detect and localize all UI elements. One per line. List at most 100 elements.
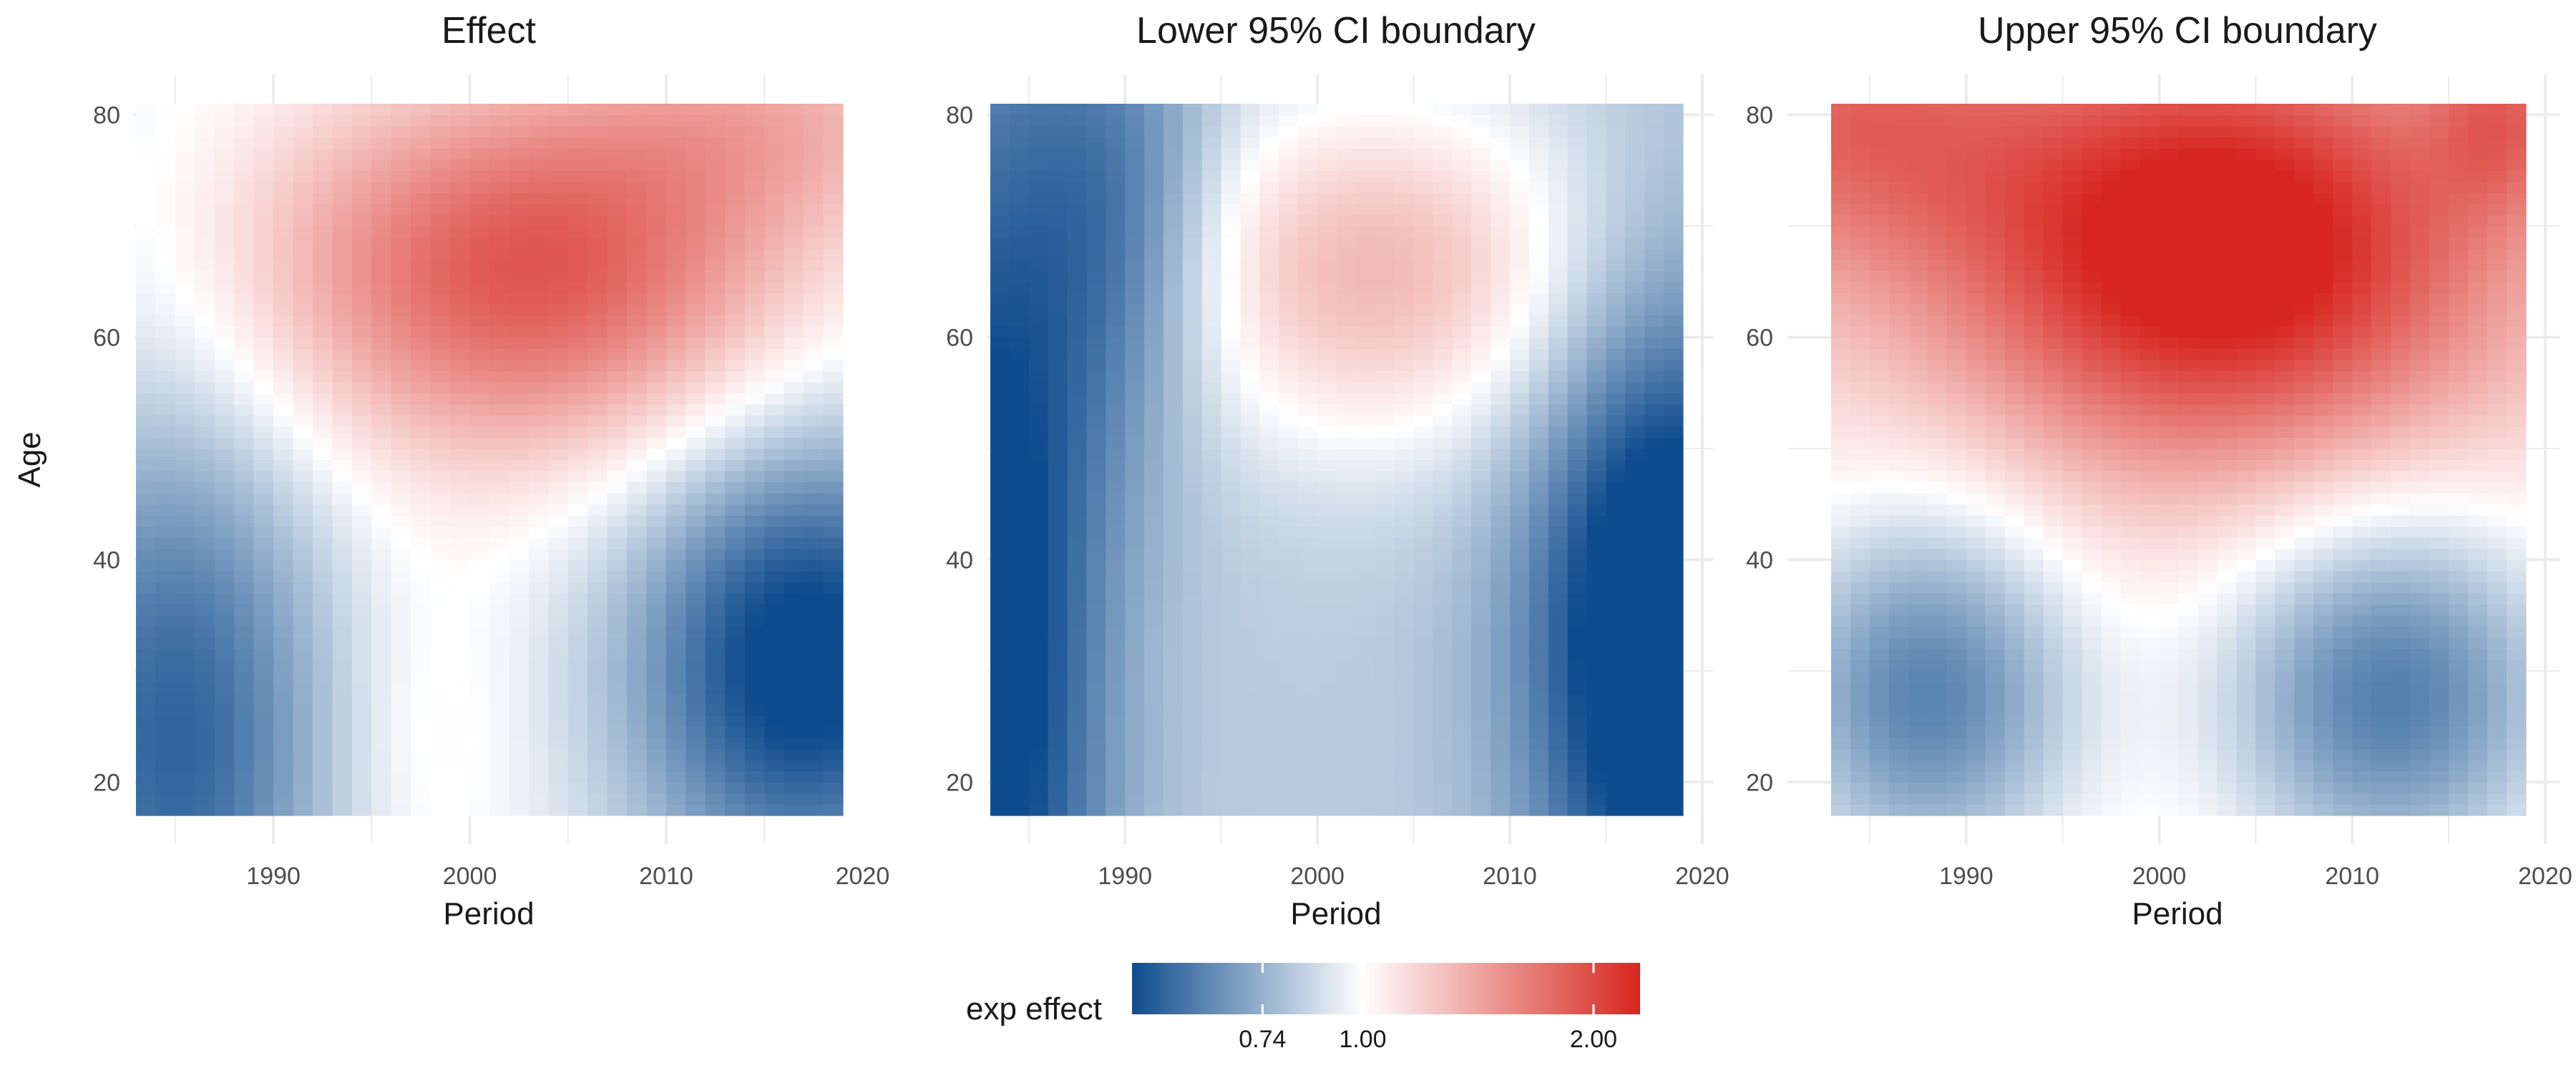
heatmap-cell: [1028, 426, 1049, 438]
heatmap-cell: [1279, 426, 1299, 438]
heatmap-cell: [411, 381, 431, 393]
heatmap-cell: [1888, 170, 1909, 182]
heatmap-cell: [195, 181, 215, 193]
heatmap-cell: [1528, 393, 1549, 405]
heatmap-cell: [509, 181, 530, 193]
heatmap-cell: [627, 481, 648, 494]
heatmap-cell: [1567, 782, 1588, 794]
heatmap-cell: [1337, 226, 1357, 238]
heatmap-cell: [1908, 359, 1928, 371]
heatmap-cell: [1201, 704, 1222, 716]
heatmap-cell: [1298, 348, 1318, 361]
heatmap-cell: [1413, 371, 1434, 383]
heatmap-cell: [1394, 582, 1415, 594]
heatmap-cell: [332, 159, 353, 171]
heatmap-cell: [371, 403, 392, 416]
heatmap-cell: [1664, 471, 1684, 483]
heatmap-cell: [1009, 493, 1030, 505]
heatmap-cell: [1528, 437, 1549, 449]
heatmap-cell: [1298, 371, 1318, 383]
heatmap-cell: [234, 515, 255, 527]
heatmap-cell: [430, 793, 451, 805]
heatmap-cell: [175, 226, 195, 238]
heatmap-cell: [1182, 281, 1203, 293]
heatmap-cell: [1831, 448, 1851, 461]
heatmap-cell: [567, 804, 588, 816]
heatmap-cell: [646, 493, 667, 505]
heatmap-cell: [627, 804, 648, 816]
heatmap-cell: [1201, 237, 1222, 249]
heatmap-cell: [1413, 237, 1434, 249]
heatmap-cell: [1528, 604, 1549, 616]
heatmap-cell: [155, 337, 176, 349]
heatmap-cell: [1240, 315, 1261, 327]
heatmap-cell: [332, 660, 353, 672]
heatmap-cell: [1567, 793, 1588, 805]
heatmap-cell: [1586, 493, 1607, 505]
heatmap-cell: [587, 471, 608, 483]
heatmap-cell: [1009, 415, 1030, 427]
heatmap-cell: [1664, 315, 1684, 327]
heatmap-cell: [725, 660, 746, 672]
heatmap-cell: [587, 226, 608, 238]
heatmap-cell: [1009, 648, 1030, 660]
heatmap-cell: [214, 181, 235, 193]
heatmap-cell: [1144, 615, 1164, 627]
heatmap-cell: [1163, 448, 1184, 461]
heatmap-cell: [1491, 393, 1511, 405]
heatmap-cell: [705, 726, 726, 738]
heatmap-cell: [1831, 215, 1851, 227]
heatmap-cell: [705, 181, 726, 193]
heatmap-cell: [1452, 426, 1472, 438]
heatmap-cell: [332, 248, 353, 260]
heatmap-cell: [528, 126, 549, 138]
heatmap-cell: [548, 559, 569, 572]
heatmap-cell: [1471, 248, 1491, 260]
heatmap-cell: [411, 515, 431, 527]
heatmap-cell: [1355, 248, 1376, 260]
heatmap-cell: [990, 215, 1010, 227]
heatmap-cell: [1067, 192, 1088, 205]
heatmap-cell: [1067, 114, 1088, 127]
heatmap-cell: [155, 570, 176, 583]
heatmap-cell: [1298, 437, 1318, 449]
heatmap-cell: [990, 381, 1010, 393]
heatmap-cell: [509, 325, 530, 338]
heatmap-cell: [1567, 359, 1588, 371]
heatmap-cell: [686, 670, 706, 683]
heatmap-cell: [1528, 448, 1549, 461]
heatmap-cell: [1510, 804, 1530, 816]
heatmap-cell: [234, 748, 255, 760]
heatmap-cell: [1048, 371, 1068, 383]
heatmap-cell: [823, 393, 844, 405]
heatmap-cell: [1337, 770, 1357, 783]
heatmap-cell: [175, 570, 195, 583]
heatmap-cell: [1279, 170, 1299, 182]
heatmap-cell: [391, 437, 411, 449]
heatmap-cell: [253, 493, 274, 505]
heatmap-cell: [195, 715, 215, 727]
heatmap-cell: [548, 159, 569, 171]
heatmap-cell: [371, 203, 392, 216]
heatmap-cell: [1869, 548, 1890, 561]
heatmap-cell: [1375, 303, 1395, 315]
heatmap-cell: [1491, 715, 1511, 727]
heatmap-cell: [273, 148, 294, 160]
heatmap-cell: [1028, 237, 1049, 249]
heatmap-cell: [1337, 738, 1357, 750]
heatmap-cell: [1182, 793, 1203, 805]
heatmap-cell: [1888, 548, 1909, 561]
heatmap-cell: [804, 237, 824, 249]
heatmap-cell: [744, 448, 765, 461]
x-tick-label: 2020: [1675, 863, 1729, 890]
heatmap-cell: [725, 325, 746, 338]
heatmap-cell: [1606, 648, 1626, 660]
heatmap-cell: [1048, 259, 1068, 271]
heatmap-cell: [1413, 148, 1434, 160]
heatmap-cell: [1221, 148, 1241, 160]
heatmap-cell: [1106, 325, 1126, 338]
heatmap-cell: [1644, 692, 1664, 705]
heatmap-cell: [332, 738, 353, 750]
heatmap-cell: [411, 403, 431, 416]
heatmap-cell: [391, 259, 411, 271]
